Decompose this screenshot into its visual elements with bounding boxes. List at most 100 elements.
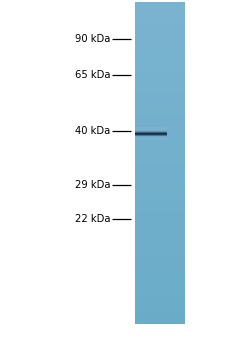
Bar (135, 130, 166, 131)
Bar (135, 3, 184, 4)
Bar (135, 132, 184, 133)
Bar (135, 27, 184, 28)
Bar (135, 52, 184, 53)
Bar (135, 226, 184, 227)
Bar (135, 85, 184, 86)
Bar (135, 107, 184, 108)
Bar (135, 293, 184, 294)
Bar (135, 62, 184, 63)
Bar (135, 320, 184, 322)
Bar (135, 8, 184, 9)
Bar (135, 207, 184, 209)
Bar (135, 185, 184, 186)
Bar (135, 71, 184, 73)
Bar (135, 96, 184, 97)
Bar (135, 58, 184, 60)
Bar (135, 151, 184, 152)
Bar (135, 75, 184, 76)
Bar (135, 44, 184, 46)
Bar (135, 16, 184, 17)
Bar (135, 287, 184, 288)
Bar (135, 229, 184, 231)
Bar (135, 223, 184, 224)
Bar (135, 240, 184, 241)
Bar (135, 155, 184, 156)
Bar (135, 160, 184, 162)
Bar (135, 294, 184, 295)
Bar (135, 274, 184, 275)
Text: 65 kDa: 65 kDa (75, 69, 110, 80)
Bar (135, 255, 184, 256)
Bar (135, 131, 184, 132)
Bar (135, 34, 184, 35)
Bar (135, 165, 184, 166)
Bar (135, 49, 184, 50)
Bar (135, 187, 184, 188)
Bar (135, 68, 184, 69)
Bar (135, 317, 184, 318)
Bar (135, 141, 184, 142)
Bar (135, 17, 184, 18)
Bar (135, 236, 184, 237)
Bar (135, 261, 184, 262)
Bar (135, 278, 184, 280)
Bar (135, 144, 184, 145)
Bar (135, 314, 184, 315)
Bar (135, 111, 184, 112)
Bar (135, 24, 184, 25)
Bar (135, 311, 184, 312)
Bar (135, 25, 184, 26)
Bar (135, 205, 184, 207)
Bar (135, 286, 184, 287)
Bar (135, 61, 184, 62)
Bar (135, 82, 184, 83)
Bar (135, 198, 184, 199)
Bar (135, 282, 184, 283)
Bar (135, 137, 166, 138)
Bar (135, 316, 184, 317)
Bar (135, 113, 184, 115)
Bar (135, 202, 184, 203)
Bar (135, 230, 184, 232)
Bar (135, 106, 184, 107)
Bar (135, 119, 184, 120)
Bar (135, 97, 184, 98)
Bar (135, 136, 184, 137)
Bar (135, 258, 184, 259)
Text: 29 kDa: 29 kDa (75, 180, 110, 190)
Bar (135, 242, 184, 243)
Bar (135, 60, 184, 61)
Bar (135, 150, 184, 151)
Bar (135, 15, 184, 16)
Bar (135, 256, 184, 257)
Bar (135, 306, 184, 308)
Bar (135, 246, 184, 247)
Bar (135, 252, 184, 253)
Bar (135, 243, 184, 244)
Bar (135, 152, 184, 153)
Bar (135, 65, 184, 66)
Bar (135, 168, 184, 169)
Bar (135, 212, 184, 213)
Bar (135, 101, 184, 103)
Bar (135, 222, 184, 223)
Bar (135, 28, 184, 29)
Bar (135, 248, 184, 250)
Bar (135, 284, 184, 285)
Bar (135, 74, 184, 75)
Bar (135, 263, 184, 265)
Bar (135, 313, 184, 314)
Bar (135, 281, 184, 282)
Bar (135, 104, 184, 106)
Bar (135, 301, 184, 302)
Bar (135, 232, 184, 234)
Bar (135, 206, 184, 208)
Bar (135, 79, 184, 80)
Bar (135, 169, 184, 170)
Bar (135, 272, 184, 273)
Bar (135, 135, 166, 136)
Bar (135, 200, 184, 201)
Bar (135, 182, 184, 183)
Bar (135, 312, 184, 313)
Bar (135, 259, 184, 260)
